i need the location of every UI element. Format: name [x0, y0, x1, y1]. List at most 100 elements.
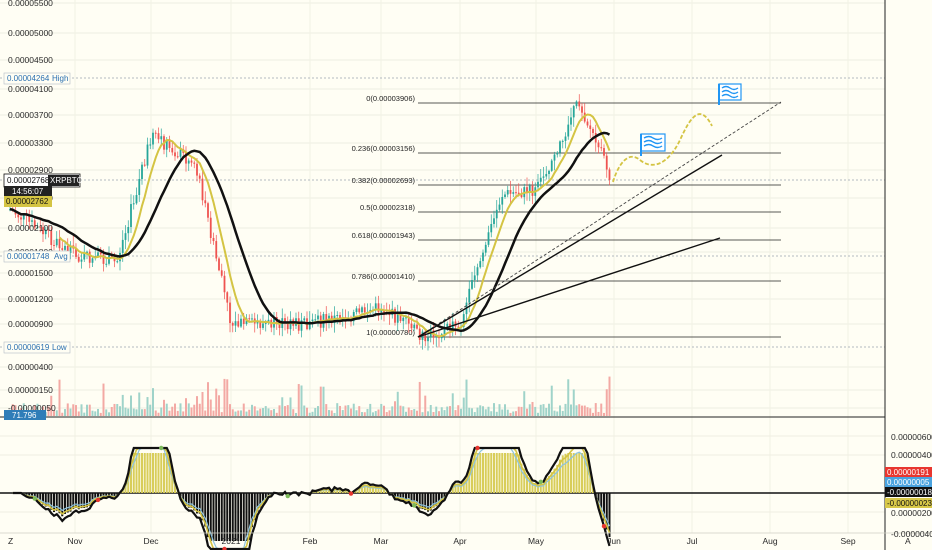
volume-bar: [187, 403, 190, 416]
timezone-button[interactable]: Z: [8, 536, 13, 546]
volume-bar: [55, 410, 58, 416]
histogram-bar: [240, 493, 242, 541]
price-tick: 0.00002100: [8, 223, 53, 233]
candle-body: [462, 314, 465, 327]
histogram-bar: [198, 493, 201, 514]
candle-body: [75, 248, 77, 257]
volume-bar: [457, 405, 460, 416]
histogram-bar: [168, 460, 171, 493]
histogram-bar: [517, 454, 520, 493]
candle-body: [135, 194, 138, 204]
candle-body: [572, 106, 575, 118]
histogram-bar: [564, 453, 567, 493]
candle-body: [223, 275, 226, 293]
volume-bar: [80, 404, 83, 416]
volume-bar: [245, 411, 248, 416]
volume-bar: [300, 385, 303, 416]
trendlines[interactable]: [417, 101, 782, 338]
volume-bar: [262, 408, 264, 416]
volume-bar: [330, 410, 333, 416]
candle-body: [113, 257, 116, 262]
fib-level-0: 0(0.00003906): [366, 94, 781, 104]
volume-bar: [432, 412, 435, 416]
volume-bar: [498, 404, 501, 416]
candle-body: [325, 314, 328, 322]
candle-body: [152, 132, 154, 145]
volume-bar: [132, 408, 135, 416]
volume-bar: [286, 405, 289, 416]
volume-bar: [435, 406, 438, 416]
histogram-bar: [440, 493, 443, 501]
candle-body: [526, 187, 528, 192]
candle-body: [231, 323, 234, 326]
trendline-dashed[interactable]: [417, 101, 782, 338]
volume-bar: [421, 412, 424, 416]
volume-bar: [402, 406, 405, 416]
candle-body: [443, 327, 446, 335]
volume-bar: [306, 407, 308, 416]
histogram-bar: [402, 493, 405, 500]
fibonacci-retracement[interactable]: 0(0.00003906) 0.236(0.00003156) 0.382(0.…: [352, 94, 781, 338]
histogram-bar: [215, 493, 218, 541]
histogram-bar: [479, 453, 482, 493]
volume-bar: [110, 406, 113, 416]
histogram-bar: [91, 493, 94, 502]
time-axis[interactable]: Nov Dec 2021 Feb Mar Apr May Jun Jul Aug Sep: [67, 536, 855, 546]
histogram-bar: [223, 493, 226, 541]
volume-bar: [259, 408, 262, 416]
fib-level-1: 1(0.00000780): [366, 328, 781, 338]
histogram-bar: [209, 493, 212, 541]
candle-body: [237, 321, 240, 327]
histogram-bar: [515, 453, 517, 493]
histogram-bar: [58, 493, 61, 514]
volume-bar: [270, 410, 273, 416]
candle-body: [171, 147, 174, 153]
candle-body: [515, 192, 517, 194]
histogram-bar: [603, 493, 605, 521]
volume-bar: [385, 412, 388, 416]
volume-bar: [141, 409, 143, 416]
histogram-bar: [531, 482, 534, 493]
histogram-bar: [366, 484, 369, 493]
histogram-bar: [600, 493, 603, 514]
candle-body: [407, 317, 410, 324]
histogram-bar: [344, 489, 347, 493]
candle-body: [80, 259, 83, 262]
candle-body: [146, 144, 149, 166]
price-tick: 0.00005500: [8, 0, 53, 8]
histogram-bar: [506, 453, 509, 493]
price-tick: 0.00002900: [8, 165, 53, 175]
candle-body: [490, 223, 493, 233]
volume-bar: [240, 410, 242, 416]
trendline-upper[interactable]: [417, 154, 723, 338]
volume-bar: [36, 403, 39, 416]
price-tick: 0.00003700: [8, 110, 53, 120]
volume-bar: [319, 386, 322, 416]
oscillator-axis[interactable]: 0.00000600 0.00000400 0.00000200 -0.0000…: [891, 432, 932, 539]
histogram-bar: [383, 488, 385, 493]
svg-text:0.00002768: 0.00002768: [7, 176, 50, 185]
trendline-lower[interactable]: [417, 237, 721, 338]
histogram-bar: [559, 459, 561, 493]
histogram-bar: [523, 468, 526, 493]
histogram-bar: [66, 493, 69, 513]
volume-bar: [388, 410, 391, 416]
volume-bar: [163, 399, 165, 416]
histogram-bar: [520, 463, 523, 493]
volume-bar: [64, 409, 66, 416]
volume-bar: [482, 406, 484, 416]
candle-body: [405, 317, 407, 319]
candle-body: [157, 133, 160, 140]
volume-bar: [53, 410, 55, 416]
histogram-bar: [33, 493, 36, 498]
histogram-bar: [47, 493, 50, 507]
volume-bar: [198, 403, 201, 416]
histogram-bar: [328, 488, 330, 493]
flag-icon: [640, 133, 666, 156]
volume-bar: [176, 410, 179, 416]
volume-bar: [572, 389, 575, 416]
auto-scale-button[interactable]: A: [905, 536, 911, 546]
osc-tick: 0.00000400: [891, 450, 932, 460]
candle-body: [149, 144, 152, 146]
